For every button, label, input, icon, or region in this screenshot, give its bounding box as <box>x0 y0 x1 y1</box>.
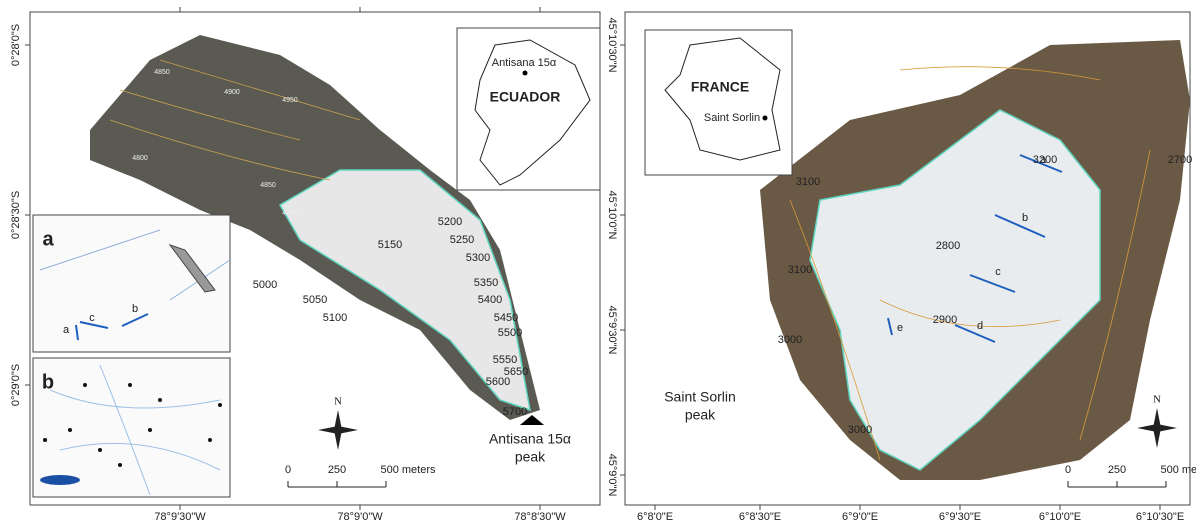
contour-label: 5150 <box>378 239 402 251</box>
contour-label: 3100 <box>796 176 820 188</box>
scale-bar <box>1067 481 1167 488</box>
profile-label: b <box>132 303 138 315</box>
scale-label: 250 <box>328 464 346 476</box>
peak-label: Antisana 15α <box>489 431 571 447</box>
contour-label: 5400 <box>478 294 502 306</box>
x-axis-label: 6°8'30"E <box>739 511 781 523</box>
y-axis-label: 0°28'0"S <box>10 24 22 66</box>
scale-label: 500 meters <box>380 464 436 476</box>
peak-label: peak <box>685 407 716 423</box>
contour-label: 5700 <box>503 406 527 418</box>
glacier-shape <box>168 244 216 293</box>
contour-label: 5650 <box>504 366 528 378</box>
profile-label: a <box>63 324 70 336</box>
site-label: Antisana 15α <box>492 57 557 69</box>
panel-a <box>32 214 231 353</box>
panel-label: b <box>42 371 54 393</box>
contour-label: 3200 <box>1033 154 1057 166</box>
site-label: Saint Sorlin <box>704 112 760 124</box>
contour-label: 3100 <box>788 264 812 276</box>
contour-label: 3000 <box>848 424 872 436</box>
x-axis-label: 6°10'0"E <box>1039 511 1081 523</box>
scale-label: 0 <box>285 464 291 476</box>
profiles <box>887 154 1063 343</box>
contour-label: 5050 <box>303 294 327 306</box>
contour-label: 4950 <box>282 97 298 104</box>
peak-label: Saint Sorlin <box>664 389 736 405</box>
y-axis-label: 45°9'0"N <box>606 454 618 497</box>
glacier <box>278 169 531 412</box>
north-label: N <box>334 396 342 408</box>
profiles <box>75 313 149 341</box>
north-arrow <box>318 410 358 450</box>
streams <box>49 364 221 496</box>
contour-label: 4850 <box>260 182 276 189</box>
contour-label: 4850 <box>154 69 170 76</box>
peak-marker <box>520 415 544 425</box>
scale-label: 0 <box>1065 464 1071 476</box>
contour-label: 5550 <box>493 354 517 366</box>
x-axis-label: 6°9'0"E <box>842 511 878 523</box>
contours <box>109 59 361 181</box>
peak-label: peak <box>515 449 546 465</box>
y-axis-label: 45°9'30"N <box>606 306 618 355</box>
contour-label: 5500 <box>498 327 522 339</box>
x-axis-label: 6°9'30"E <box>939 511 981 523</box>
x-axis-label: 6°8'0"E <box>637 511 673 523</box>
contour-label: 2800 <box>936 240 960 252</box>
lake <box>40 475 80 485</box>
contour-label: 5450 <box>494 312 518 324</box>
x-axis-label: 78°9'30"W <box>154 511 206 523</box>
profile-label: b <box>1022 212 1028 224</box>
panel-label: a <box>42 228 54 250</box>
y-axis-label: 0°29'0"S <box>10 364 22 406</box>
north-label: N <box>1153 394 1161 406</box>
profile-label: c <box>89 312 95 324</box>
contour-label: 5300 <box>466 252 490 264</box>
ecuador-outline <box>474 39 591 186</box>
profile-label: d <box>977 320 983 332</box>
contour-label: 2700 <box>1168 154 1192 166</box>
contour-label: 4750 <box>282 210 298 217</box>
y-axis-label: 45°10'30"N <box>606 17 618 72</box>
y-axis-label: 45°10'0"N <box>606 191 618 240</box>
y-axis-label: 0°28'30"S <box>10 191 22 239</box>
france-outline <box>664 37 781 161</box>
country-label: ECUADOR <box>490 89 561 105</box>
x-axis-label: 78°8'30"W <box>514 511 566 523</box>
stations <box>43 383 222 467</box>
profile-label: c <box>995 266 1001 278</box>
site-dot <box>522 70 528 76</box>
contour-label: 3000 <box>778 334 802 346</box>
north-arrow <box>1137 408 1177 448</box>
contour-label: 5250 <box>450 234 474 246</box>
contour-label: 4800 <box>132 155 148 162</box>
scale-bar <box>287 481 387 488</box>
country-label: FRANCE <box>691 79 749 95</box>
scale-label: 500 meters <box>1160 464 1196 476</box>
profile-label: e <box>897 322 903 334</box>
profile-label: a <box>1040 154 1047 166</box>
contour-label: 2900 <box>933 314 957 326</box>
contour-label: 4900 <box>224 89 240 96</box>
contour-label: 5000 <box>253 279 277 291</box>
contours <box>789 66 1151 461</box>
panel-b <box>32 357 231 498</box>
contour-label: 5200 <box>438 216 462 228</box>
contour-label: 5350 <box>474 277 498 289</box>
contour-label: 5100 <box>323 312 347 324</box>
scale-label: 250 <box>1108 464 1126 476</box>
site-dot <box>762 115 768 121</box>
contour-label: 5600 <box>486 376 510 388</box>
x-axis-label: 78°9'0"W <box>337 511 383 523</box>
x-axis-label: 6°10'30"E <box>1136 511 1184 523</box>
